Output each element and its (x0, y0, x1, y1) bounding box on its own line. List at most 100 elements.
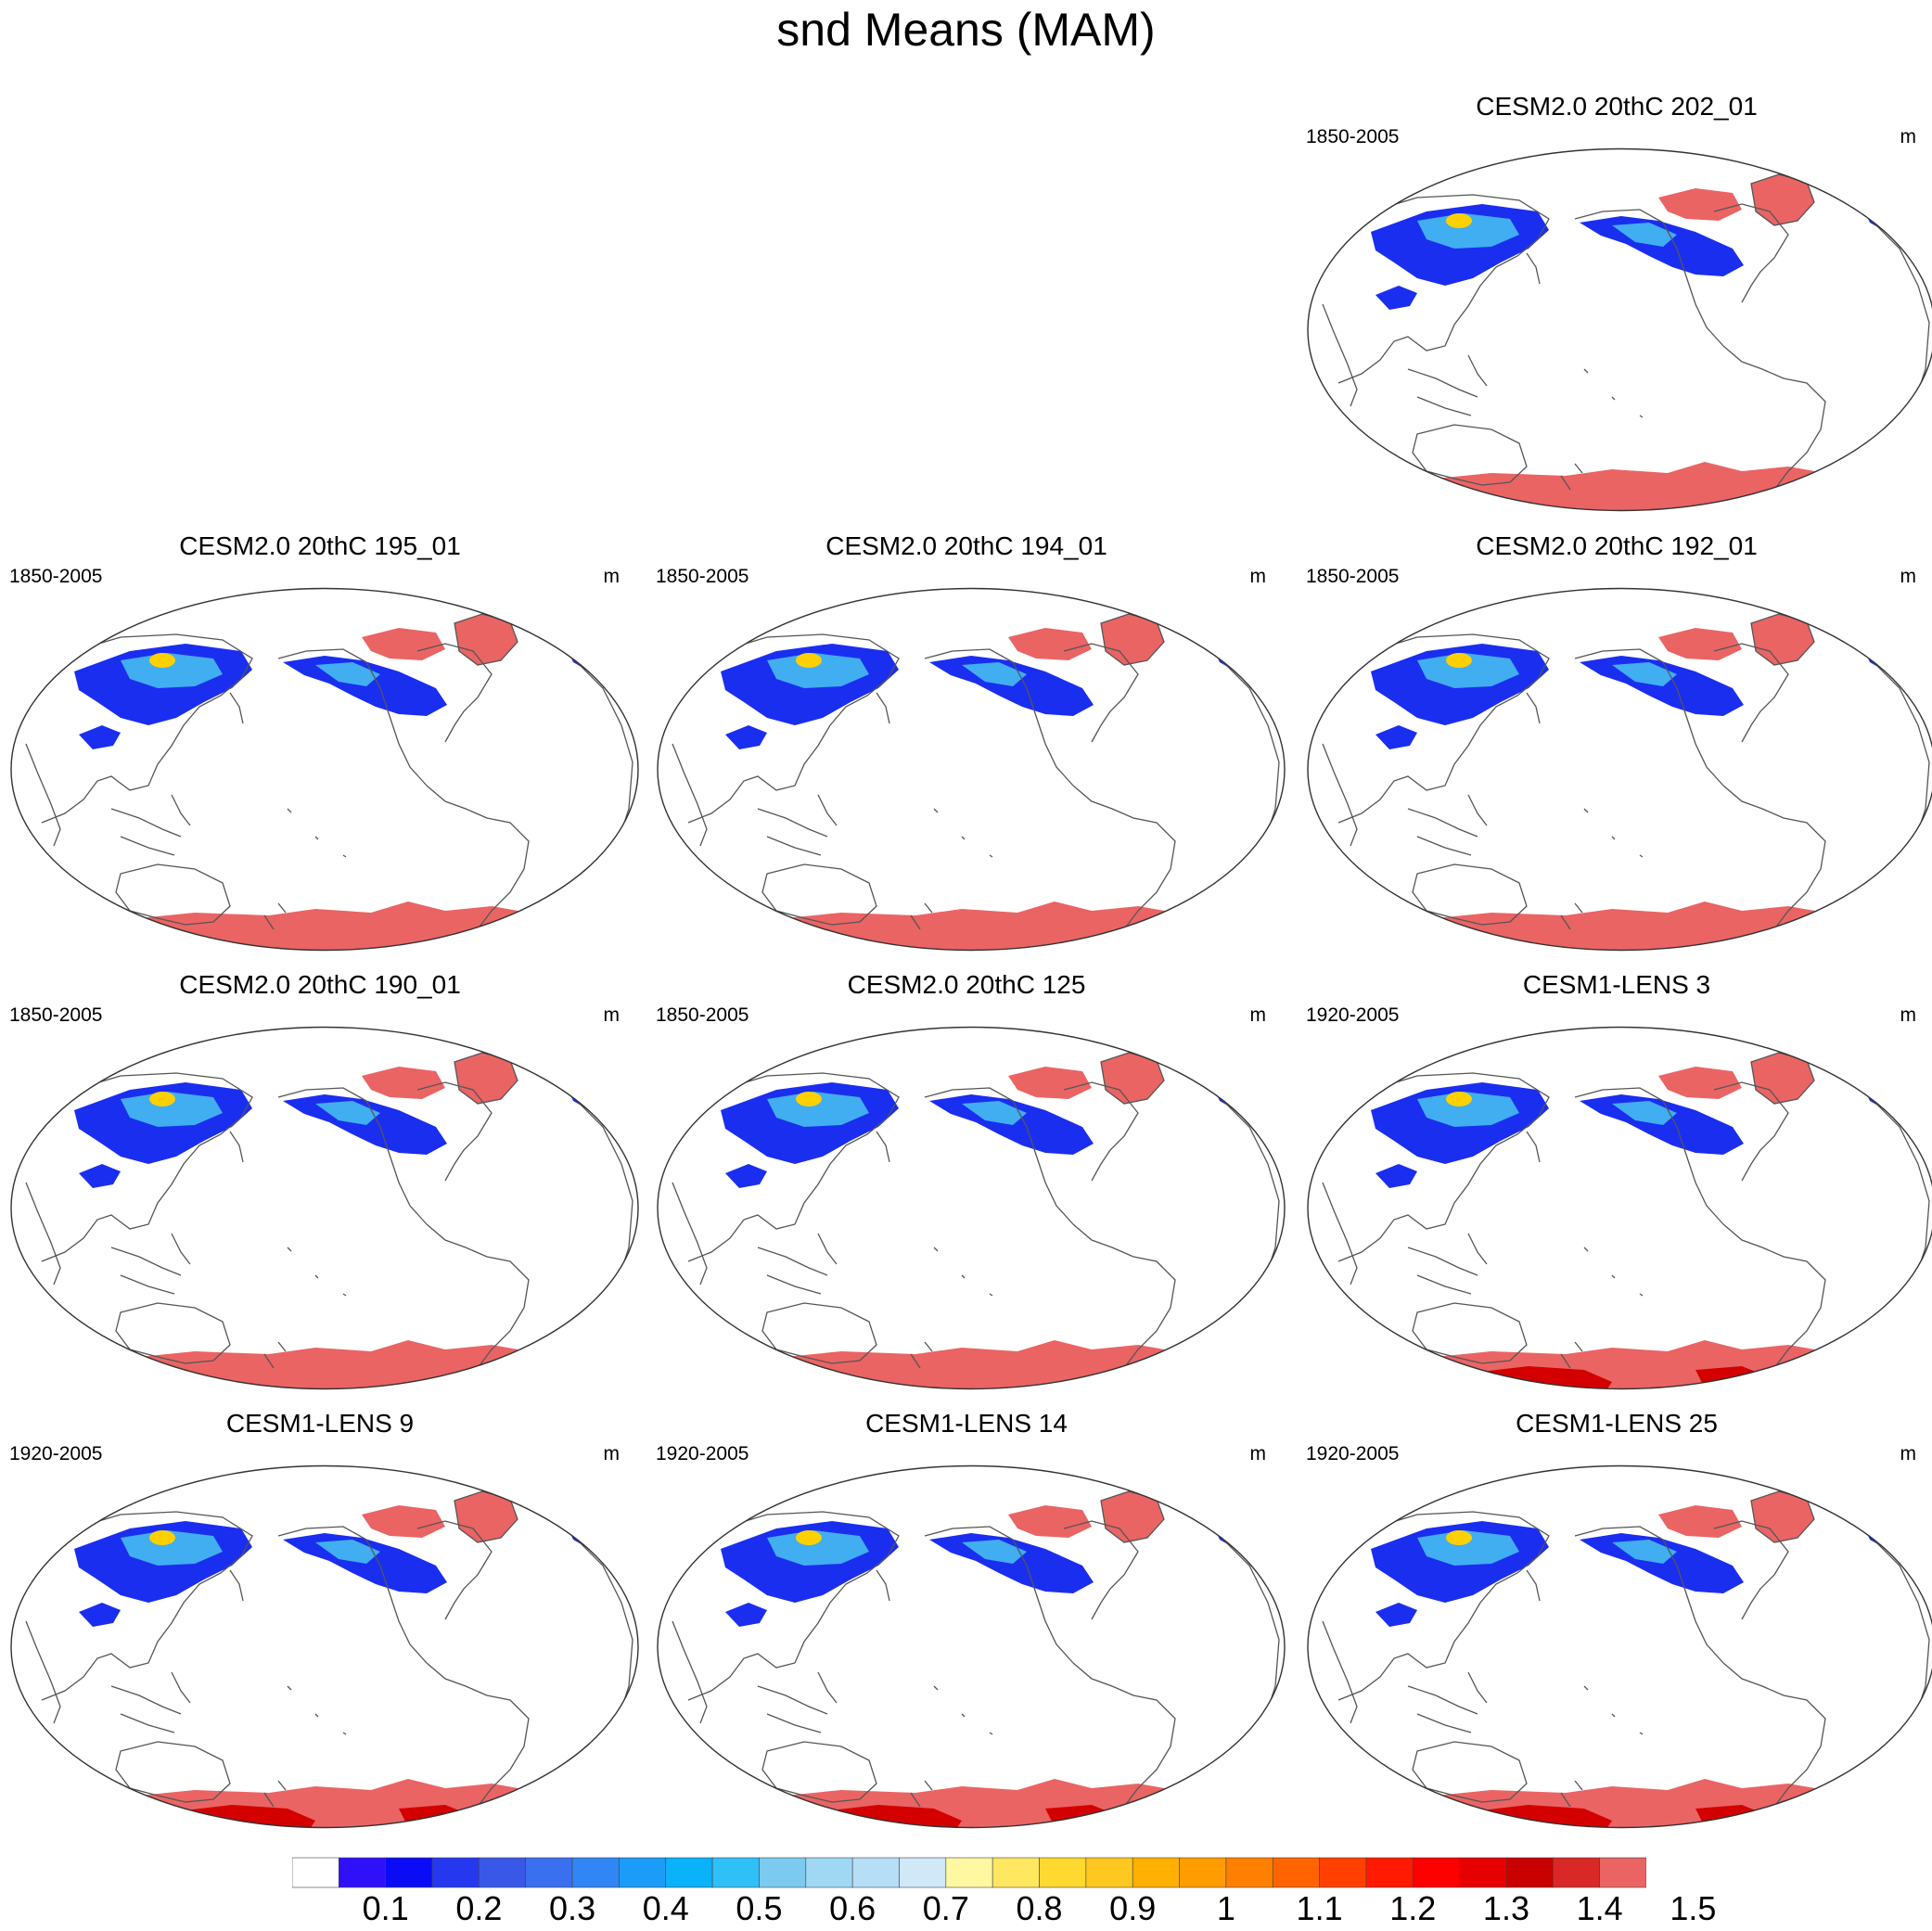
panel-period: 1850-2005 (1306, 566, 1400, 587)
panel-units: m (603, 1004, 621, 1026)
map-background (658, 588, 1285, 951)
coastline (1574, 1526, 1724, 1664)
coastline (1871, 1537, 1930, 1724)
panel-period: 1920-2005 (656, 1443, 749, 1464)
coastline (115, 1302, 231, 1364)
greenland-snow (454, 1053, 518, 1104)
north-america-snow-deeper (962, 1101, 1027, 1125)
coastline (1063, 1520, 1139, 1620)
panel-period: 1850-2005 (656, 566, 749, 587)
snow-depth-map (1307, 1464, 1932, 1829)
coastline (761, 863, 877, 926)
coastline (1322, 303, 1358, 407)
panel-title: CESM2.0 20thC 125 (847, 970, 1086, 999)
colorbar-segment (431, 1857, 480, 1888)
north-america-snow-deeper (315, 1101, 380, 1125)
coastline (229, 692, 244, 724)
colorbar-segment (1459, 1857, 1507, 1888)
colorbar-tick-label: 0.4 (642, 1889, 689, 1927)
arctic-islands-snow (1658, 628, 1742, 660)
coastline (1072, 1223, 1176, 1383)
snow-depth-map (657, 1026, 1286, 1390)
eurasia-snow-max (1446, 213, 1472, 228)
colorbar-segment (339, 1857, 386, 1888)
coastline (574, 659, 633, 847)
tibet-snow (1375, 1603, 1417, 1627)
colorbar-segment (1225, 1857, 1273, 1888)
coastline (1560, 463, 1583, 491)
colorbar-segment (385, 1857, 433, 1888)
colorbar-tick-label: 0.5 (736, 1889, 783, 1927)
panel-title: CESM1-LENS 25 (1516, 1409, 1718, 1438)
coastline (1560, 1341, 1583, 1369)
colorbar-segment (525, 1857, 573, 1888)
coastline (672, 1182, 708, 1285)
map-background (1308, 148, 1932, 511)
north-america-snow-deeper (962, 1540, 1027, 1564)
map-border (1307, 1464, 1932, 1829)
coastline (924, 648, 1074, 786)
coastline (287, 1685, 347, 1735)
panel-title: CESM1-LENS 14 (865, 1409, 1068, 1438)
eurasia-snow-max (149, 1092, 175, 1106)
greenland-snow (1751, 1053, 1814, 1104)
coastline (25, 1182, 61, 1285)
colorbar-segment (1365, 1857, 1414, 1888)
coastline (757, 1247, 828, 1295)
eurasia-snow-deeper (1417, 213, 1519, 249)
coastline (1412, 1302, 1528, 1364)
panel-title: CESM2.0 20thC 202_01 (1476, 92, 1758, 121)
coastline (876, 692, 890, 724)
north-america-snow-deeper (962, 662, 1027, 686)
coastline (1560, 902, 1583, 930)
tibet-snow (1375, 1164, 1417, 1188)
map-panel: CESM1-LENS 14 1920-2005 m (646, 1408, 1286, 1830)
coastline (1583, 808, 1644, 858)
colorbar-segment (992, 1857, 1040, 1888)
panel-title: CESM2.0 20thC 195_01 (179, 531, 461, 560)
coastline (1574, 1087, 1724, 1225)
coastline (229, 1569, 244, 1602)
tibet-snow (79, 1164, 121, 1188)
map-border (10, 1464, 639, 1829)
eurasia-snow-deeper (767, 1530, 869, 1566)
coastline (110, 808, 182, 856)
coastline (1072, 1662, 1176, 1822)
snow-depth-map (657, 1464, 1286, 1829)
colorbar-segment (759, 1857, 807, 1888)
eurasia-snow-max (796, 1530, 822, 1545)
coastline (910, 1341, 933, 1369)
greenland-snow (1751, 614, 1814, 665)
coastline (263, 902, 287, 930)
coastline (1412, 424, 1528, 486)
north-america-snow-deeper (1612, 1101, 1677, 1125)
coastline (1467, 1671, 1488, 1704)
colorbar-tick-label: 1.5 (1670, 1889, 1717, 1927)
coastline (1221, 1537, 1280, 1724)
map-panel: CESM2.0 20thC 192_01 1850-2005 m (1297, 531, 1932, 953)
colorbar-segment (292, 1857, 339, 1888)
panel-period: 1850-2005 (9, 566, 103, 587)
coastline (817, 1671, 838, 1704)
coastline (1722, 345, 1826, 505)
panel-period: 1850-2005 (9, 1004, 103, 1026)
coastline (110, 1685, 182, 1733)
panel-units: m (1900, 1004, 1917, 1026)
map-panel: CESM2.0 20thC 190_01 1850-2005 m (0, 969, 640, 1391)
panel-period: 1920-2005 (9, 1443, 103, 1464)
tibet-snow (79, 725, 121, 749)
eurasia-snow-max (1446, 1092, 1472, 1106)
coastline (933, 1685, 993, 1735)
coastline (416, 1081, 493, 1182)
coastline (1722, 1662, 1826, 1822)
coastline (1063, 643, 1139, 743)
coastline (115, 1741, 231, 1803)
coastline (1322, 1620, 1358, 1724)
eurasia-snow-deeper (1417, 1092, 1519, 1127)
eurasia-snow-max (796, 1092, 822, 1106)
coastline (416, 643, 493, 743)
coastline (933, 1247, 993, 1297)
coastline (1871, 220, 1930, 407)
panel-period: 1850-2005 (656, 1004, 749, 1026)
map-border (657, 587, 1286, 952)
